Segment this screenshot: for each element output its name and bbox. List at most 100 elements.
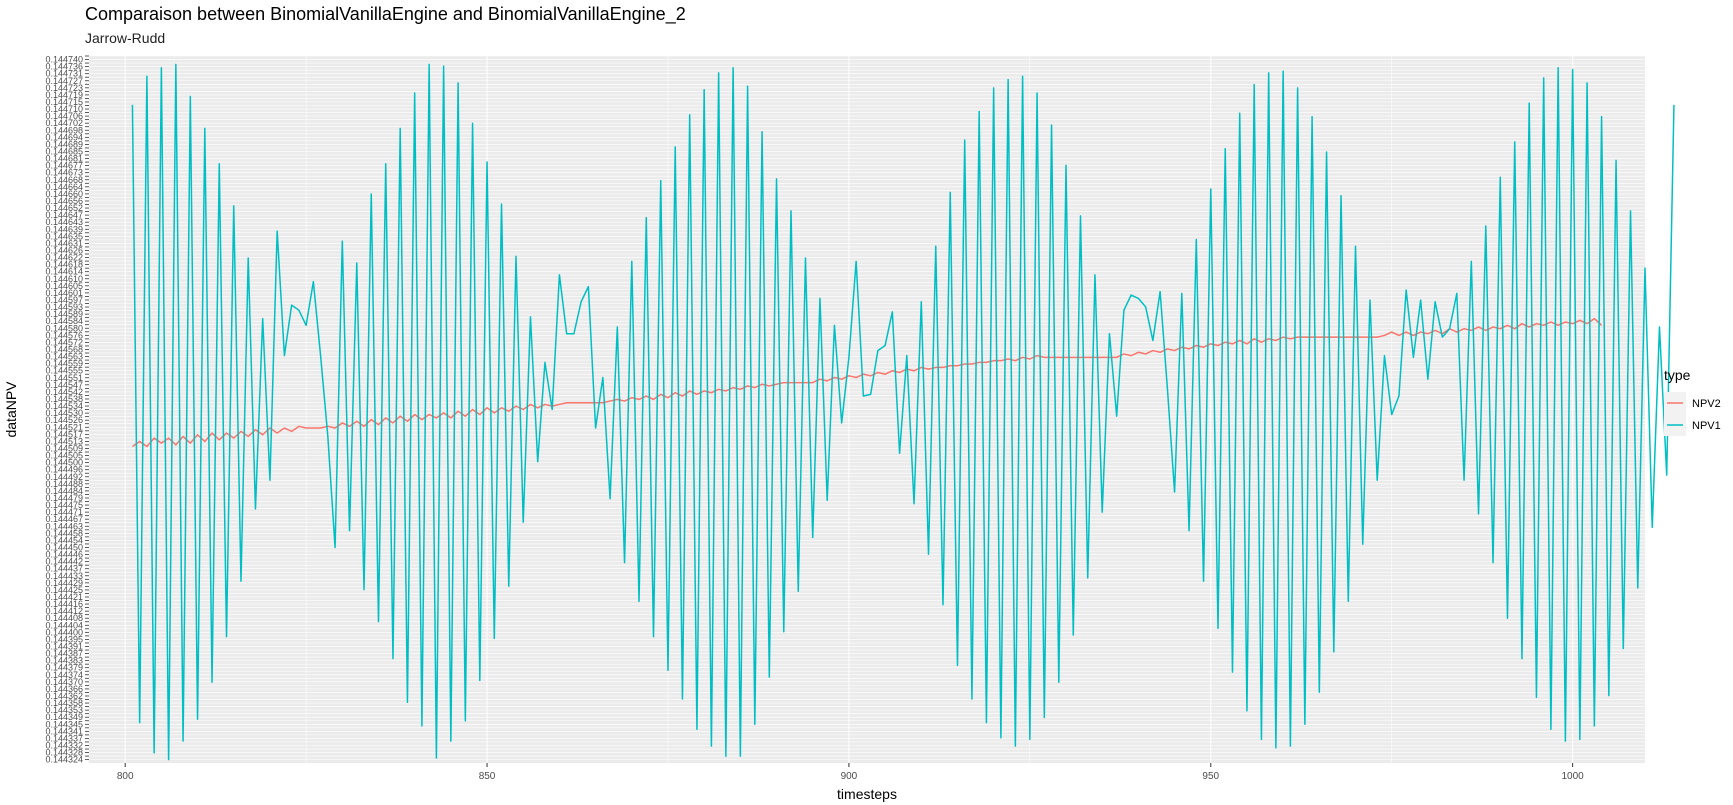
y-axis-title: dataNPV [3,381,19,438]
y-tick-label: 0.144345 [45,719,83,729]
y-tick-label: 0.144538 [45,394,83,404]
y-tick-label: 0.144689 [45,139,83,149]
y-tick-label: 0.144484 [45,486,83,496]
y-tick-label: 0.144555 [45,366,83,376]
x-tick-label: 1000 [1562,771,1585,782]
y-tick-label: 0.144387 [45,649,83,659]
y-tick-label: 0.144656 [45,196,83,206]
y-tick-label: 0.144685 [45,146,83,156]
y-tick-label: 0.144589 [45,309,83,319]
y-tick-label: 0.144610 [45,274,83,284]
y-tick-label: 0.144580 [45,323,83,333]
y-tick-label: 0.144513 [45,436,83,446]
y-tick-label: 0.144442 [45,557,83,567]
y-tick-label: 0.144471 [45,507,83,517]
y-tick-label: 0.144551 [45,373,83,383]
y-tick-label: 0.144715 [45,97,83,107]
y-tick-label: 0.144353 [45,705,83,715]
y-tick-label: 0.144584 [45,316,83,326]
y-tick-label: 0.144635 [45,231,83,241]
y-tick-label: 0.144568 [45,344,83,354]
y-tick-label: 0.144563 [45,352,83,362]
y-tick-label: 0.144694 [45,132,83,142]
y-tick-label: 0.144500 [45,458,83,468]
y-tick-label: 0.144530 [45,408,83,418]
y-tick-label: 0.144631 [45,238,83,248]
y-tick-label: 0.144479 [45,493,83,503]
y-tick-label: 0.144698 [45,125,83,135]
y-tick-label: 0.144740 [45,55,83,65]
series-line-npv1 [131,63,1675,761]
y-tick-label: 0.144643 [45,217,83,227]
y-tick-label: 0.144370 [45,677,83,687]
y-tick-label: 0.144618 [45,260,83,270]
y-tick-label: 0.144395 [45,634,83,644]
x-axis-title: timesteps [837,786,897,802]
x-tick-label: 950 [1202,771,1219,782]
y-tick-label: 0.144429 [45,578,83,588]
y-tick-label: 0.144421 [45,592,83,602]
chart-subtitle: Jarrow-Rudd [85,30,166,46]
y-tick-label: 0.144664 [45,182,83,192]
chart-title: Comparaison between BinomialVanillaEngin… [85,4,686,24]
y-tick-label: 0.144547 [45,380,83,390]
y-tick-label: 0.144673 [45,168,83,178]
y-tick-label: 0.144425 [45,585,83,595]
y-tick-label: 0.144710 [45,104,83,114]
y-tick-label: 0.144647 [45,210,83,220]
y-tick-label: 0.144366 [45,684,83,694]
y-tick-label: 0.144526 [45,415,83,425]
y-tick-label: 0.144446 [45,550,83,560]
y-tick-label: 0.144496 [45,465,83,475]
series-layer [131,63,1675,761]
y-tick-label: 0.144681 [45,154,83,164]
y-tick-label: 0.144639 [45,224,83,234]
y-tick-label: 0.144677 [45,161,83,171]
y-tick-label: 0.144391 [45,641,83,651]
y-tick-label: 0.144505 [45,451,83,461]
axes: 800 850 900 950 1000 0.1443240.1443280.144332… [45,55,1584,782]
y-tick-label: 0.144416 [45,599,83,609]
x-tick-label: 850 [479,771,496,782]
y-tick-label: 0.144559 [45,359,83,369]
y-tick-label: 0.144362 [45,691,83,701]
y-tick-label: 0.144374 [45,670,83,680]
x-tick-label: 900 [841,771,858,782]
y-tick-label: 0.144668 [45,175,83,185]
y-tick-label: 0.144463 [45,521,83,531]
y-tick-label: 0.144521 [45,422,83,432]
y-tick-label: 0.144736 [45,62,83,72]
y-tick-label: 0.144467 [45,514,83,524]
y-tick-label: 0.144400 [45,627,83,637]
y-tick-label: 0.144337 [45,733,83,743]
y-tick-label: 0.144652 [45,203,83,213]
y-tick-label: 0.144412 [45,606,83,616]
y-tick-label: 0.144605 [45,281,83,291]
y-tick-label: 0.144383 [45,656,83,666]
y-tick-label: 0.144458 [45,528,83,538]
y-tick-label: 0.144723 [45,83,83,93]
y-tick-label: 0.144492 [45,472,83,482]
y-tick-label: 0.144328 [45,748,83,758]
y-tick-label: 0.144517 [45,429,83,439]
y-tick-label: 0.144534 [45,401,83,411]
y-tick-label: 0.144727 [45,76,83,86]
y-tick-label: 0.144332 [45,740,83,750]
y-tick-label: 0.144404 [45,620,83,630]
y-tick-label: 0.144358 [45,698,83,708]
legend: type NPV2 NPV1 [1664,367,1721,436]
y-tick-label: 0.144572 [45,337,83,347]
major-gridlines [89,55,1645,763]
y-tick-label: 0.144509 [45,443,83,453]
x-tick-label: 800 [117,771,134,782]
y-tick-label: 0.144379 [45,663,83,673]
y-tick-label: 0.144324 [45,755,83,765]
y-tick-label: 0.144660 [45,189,83,199]
y-tick-label: 0.144408 [45,613,83,623]
y-tick-label: 0.144593 [45,302,83,312]
y-tick-label: 0.144731 [45,69,83,79]
y-tick-label: 0.144450 [45,542,83,552]
y-tick-label: 0.144349 [45,712,83,722]
y-tick-label: 0.144542 [45,387,83,397]
